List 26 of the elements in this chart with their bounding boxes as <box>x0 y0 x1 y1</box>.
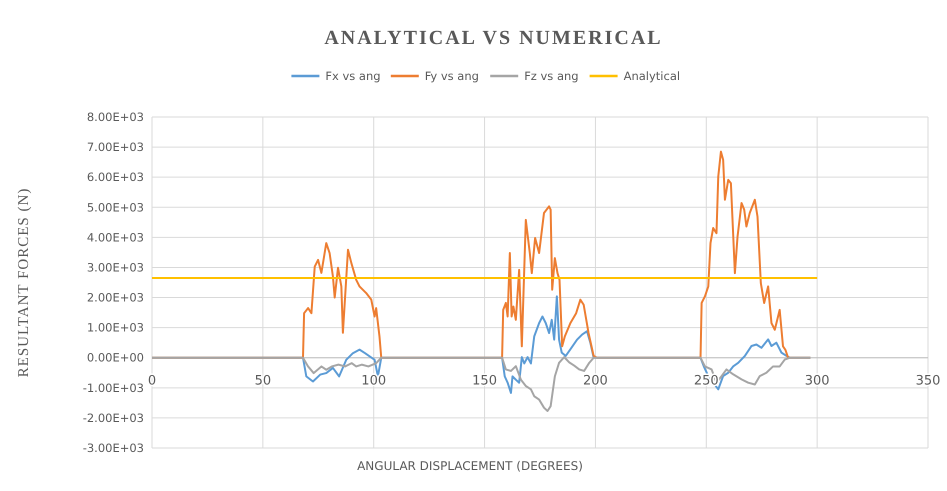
y-tick-label: -3.00E+03 <box>82 441 144 455</box>
legend-label: Fz vs ang <box>524 69 579 83</box>
x-tick-label: 50 <box>254 374 272 389</box>
y-tick-label: 3.00E+03 <box>86 260 144 274</box>
y-tick-label: 6.00E+03 <box>86 170 144 184</box>
y-tick-label: 0.00E+00 <box>86 350 144 365</box>
legend-label: Analytical <box>624 69 680 83</box>
y-tick-label: 1.00E+03 <box>86 320 144 335</box>
y-axis-title: RESULTANT FORCES (N) <box>16 188 32 378</box>
y-tick-label: -2.00E+03 <box>82 410 144 425</box>
y-tick-label: -1.00E+03 <box>82 380 144 395</box>
x-tick-label: 150 <box>472 374 497 389</box>
x-tick-label: 350 <box>916 374 940 389</box>
x-tick-label: 100 <box>361 374 386 389</box>
x-tick-label: 0 <box>148 374 156 389</box>
chart-title: ANALYTICAL VS NUMERICAL <box>324 27 663 49</box>
x-tick-label: 300 <box>804 374 830 389</box>
legend-label: Fx vs ang <box>325 69 381 83</box>
y-tick-label: 4.00E+03 <box>86 230 144 244</box>
x-tick-label: 200 <box>583 374 608 389</box>
x-axis-title: ANGULAR DISPLACEMENT (DEGREES) <box>357 459 583 473</box>
legend-label: Fy vs ang <box>424 69 479 83</box>
y-tick-label: 8.00E+03 <box>86 110 144 124</box>
y-tick-label: 5.00E+03 <box>86 200 144 214</box>
y-tick-label: 7.00E+03 <box>86 140 144 154</box>
y-tick-label: 2.00E+03 <box>86 290 144 305</box>
